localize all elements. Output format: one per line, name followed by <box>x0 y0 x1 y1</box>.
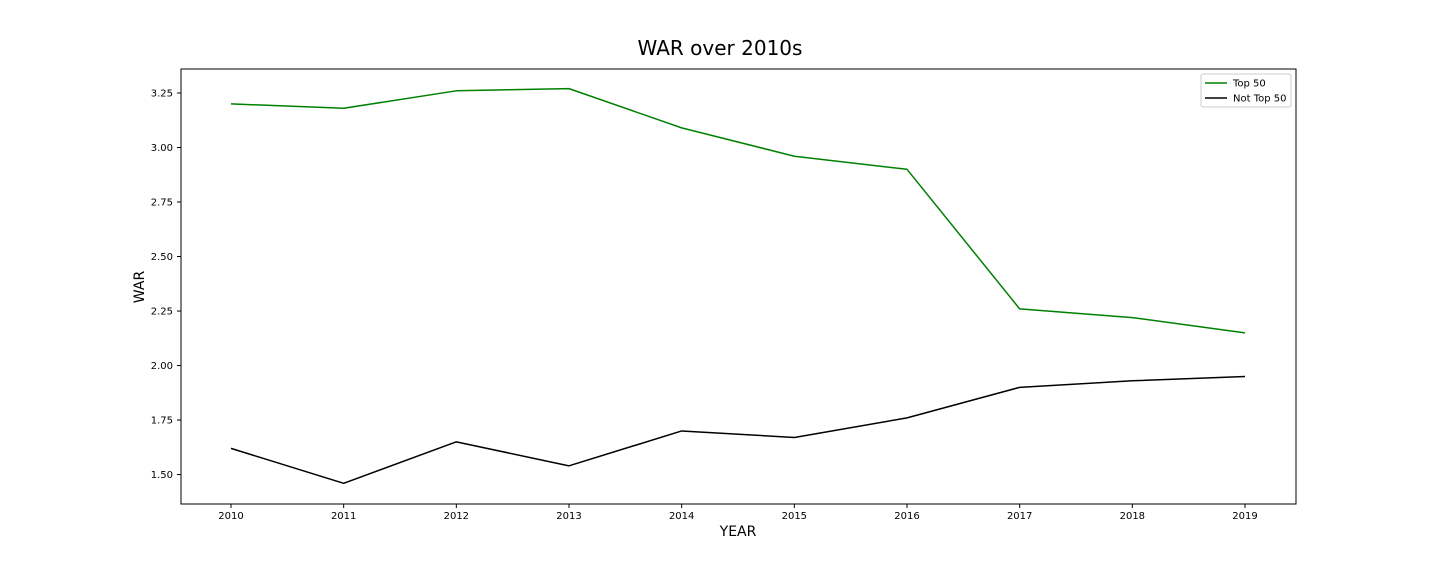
legend: Top 50 Not Top 50 <box>1200 73 1292 108</box>
series-line-top-50 <box>230 87 1246 334</box>
y-tick-label: 1.75 <box>151 416 173 427</box>
y-tick-label: 2.75 <box>151 198 173 209</box>
x-tick-label: 2017 <box>1007 511 1032 522</box>
y-tick-label: 2.50 <box>151 252 173 263</box>
y-axis-label: WAR <box>132 271 148 304</box>
y-tick-label: 3.00 <box>151 143 173 154</box>
x-tick-label: 2011 <box>331 511 356 522</box>
x-tick-label: 2016 <box>894 511 919 522</box>
x-tick-label: 2019 <box>1232 511 1257 522</box>
x-tick-label: 2012 <box>444 511 469 522</box>
plot-frame <box>180 68 1297 505</box>
x-tick-label: 2015 <box>782 511 807 522</box>
series-line-not-top-50 <box>230 375 1246 485</box>
y-tick-label: 1.50 <box>151 470 173 481</box>
x-tick-label: 2010 <box>218 511 243 522</box>
y-tick-label: 2.00 <box>151 361 173 372</box>
series-lines <box>230 87 1246 485</box>
x-axis-ticks: 2010 2011 2012 2013 2014 2015 2016 2017 2018 2019 <box>218 504 1258 522</box>
x-axis-label: YEAR <box>719 524 757 540</box>
legend-label: Top 50 <box>1232 79 1266 90</box>
chart-title: WAR over 2010s <box>638 36 803 60</box>
legend-label: Not Top 50 <box>1233 94 1286 105</box>
plot-area: 2010 2011 2012 2013 2014 2015 2016 2017 2018 2019… <box>151 68 1297 522</box>
x-tick-label: 2013 <box>556 511 581 522</box>
y-tick-label: 3.25 <box>151 88 173 99</box>
x-tick-label: 2018 <box>1120 511 1145 522</box>
y-axis-ticks: 1.50 1.75 2.00 2.25 2.50 2.75 3.00 3.25 <box>151 88 181 481</box>
x-tick-label: 2014 <box>669 511 694 522</box>
y-tick-label: 2.25 <box>151 307 173 318</box>
